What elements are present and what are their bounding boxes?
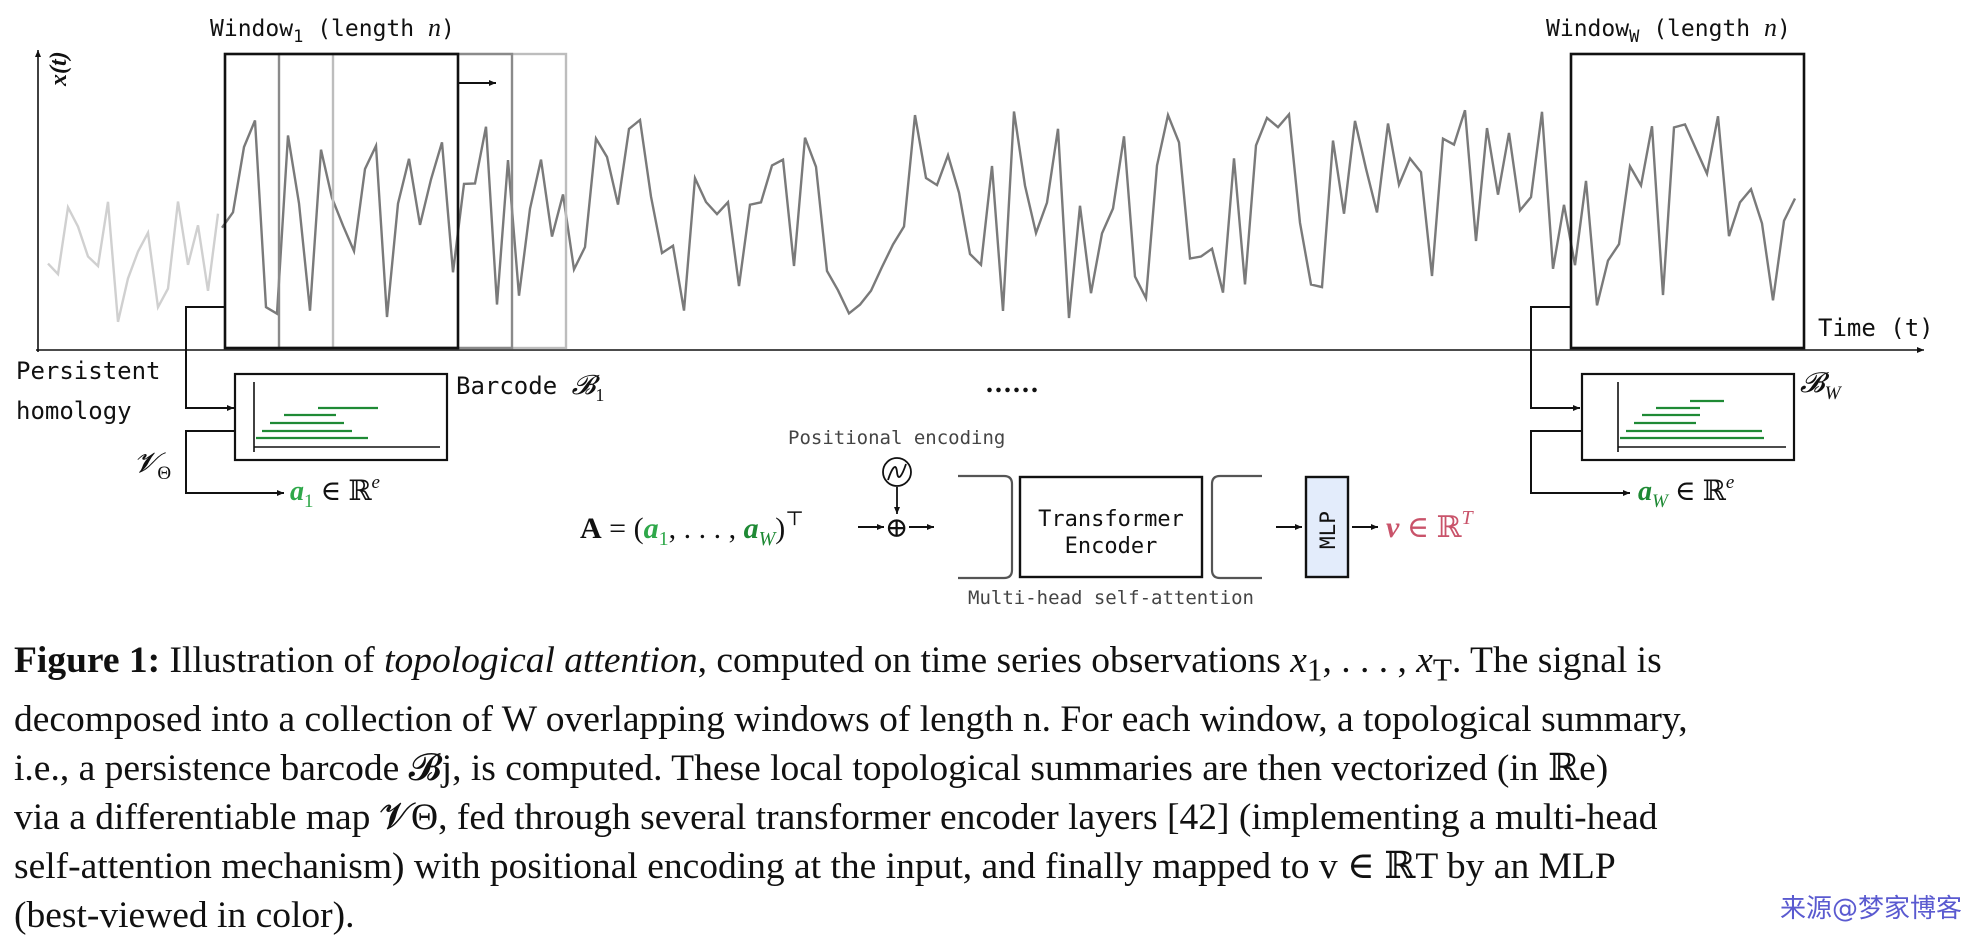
barcode-w-label: 𝓑W [1800, 368, 1843, 404]
caption-line-2: decomposed into a collection of W overla… [14, 698, 1688, 740]
y-axis-label: x(t) [46, 51, 72, 87]
transformer-encoder-label-line2: Encoder [1065, 534, 1158, 559]
vectorizer-connector-right [1530, 430, 1630, 496]
barcode-1-box [233, 372, 449, 462]
encoder-left-bracket [958, 474, 1014, 580]
vectorizer-label: 𝓥Θ [134, 448, 171, 484]
ph-connector-left [185, 306, 234, 411]
caption-line-4: via a differentiable map 𝓥Θ, fed through… [14, 796, 1658, 838]
positional-encoding-label: Positional encoding [788, 427, 1005, 449]
barcode-1-plot [253, 382, 440, 452]
output-label: v ∈ ℝT [1386, 507, 1474, 544]
sum-symbol: ⊕ [885, 513, 908, 544]
watermark: 来源@梦家博客 [1779, 894, 1962, 924]
ph-connector-right [1530, 306, 1580, 411]
window-1-box [223, 52, 460, 350]
sine-wave-icon [887, 463, 907, 481]
transformer-encoder-label-line1: Transformer [1038, 507, 1184, 532]
transformer-encoder-box [1018, 475, 1204, 579]
signal-line [221, 109, 1797, 319]
mlp-label: MLP [1316, 511, 1340, 549]
barcode-w-plot [1617, 382, 1786, 452]
caption-line-5: self-attention mechanism) with positiona… [14, 845, 1616, 887]
vectorizer-connector-left [185, 430, 284, 496]
encoder-right-bracket [1210, 474, 1262, 580]
window-w-label: WindowW (length n) [1546, 13, 1791, 47]
aw-label: aW ∈ ℝe [1638, 472, 1734, 512]
x-axis-label: Time (t) [1818, 314, 1934, 342]
figure-label: Figure 1: [14, 640, 161, 681]
caption-line-6: (best-viewed in color). [14, 894, 355, 936]
window-1-label: Window1 (length n) [210, 13, 455, 47]
persistent-homology-label-line1: Persistent [16, 357, 161, 385]
matrix-expression: A = (a1, . . . , aW)⊤ [580, 508, 804, 550]
multi-head-attention-label: Multi-head self-attention [968, 587, 1254, 609]
topological-attention-diagram: x(t) Time (t) Window1 (length n) WindowW… [16, 13, 1934, 609]
persistent-homology-label-line2: homology [16, 397, 132, 425]
window-2-box [277, 52, 514, 350]
a1-label: a1 ∈ ℝe [290, 472, 380, 512]
signal-faded-segment [47, 201, 220, 323]
caption-line-1: Figure 1: Illustration of topological at… [14, 640, 1662, 688]
barcode-1-label: Barcode 𝓑1 [456, 370, 604, 405]
mlp-box [1304, 475, 1350, 579]
caption-line-3: i.e., a persistence barcode 𝓑j, is compu… [14, 747, 1609, 789]
figure-caption: Figure 1: Illustration of topological at… [14, 636, 1972, 940]
ellipsis: ...... [986, 368, 1040, 399]
window-w-box [1569, 52, 1806, 350]
